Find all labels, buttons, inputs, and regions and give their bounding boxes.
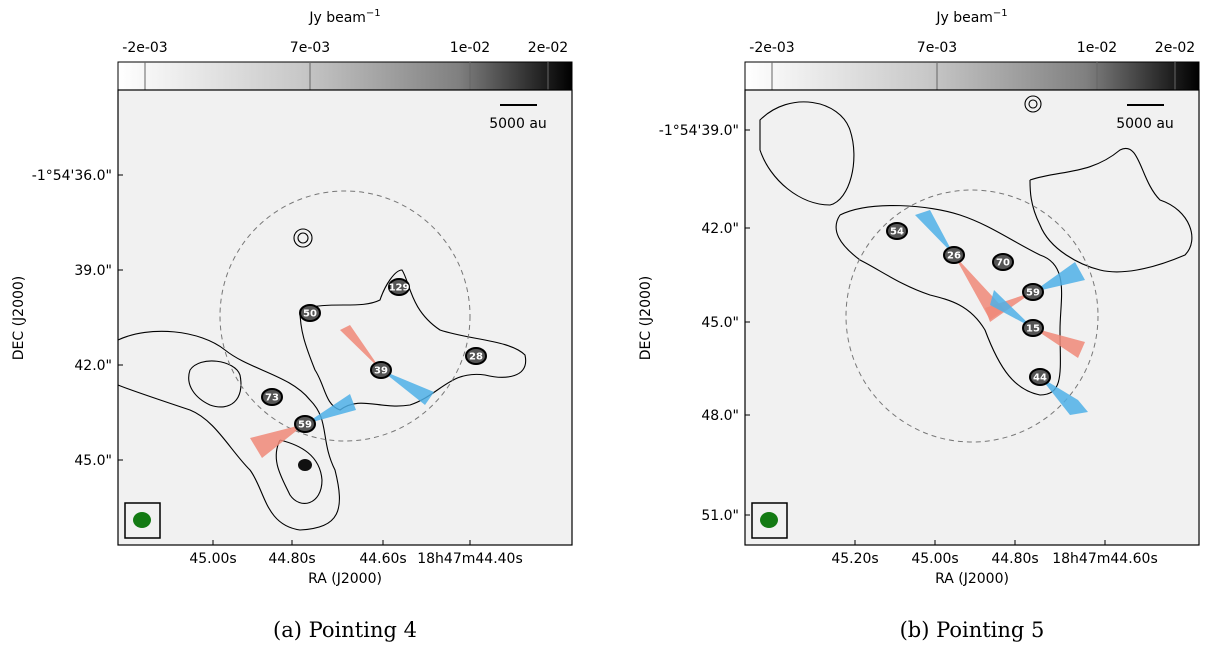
y-tick-label: 51.0": [701, 508, 739, 524]
caption: (a) Pointing 4: [273, 618, 417, 642]
colorbar-label: Jy beam−1: [935, 8, 1007, 26]
x-tick-label: 18h47m44.40s: [417, 551, 523, 567]
colorbar-tick-label: -2e-03: [122, 40, 167, 56]
x-axis-label: RA (J2000): [308, 571, 382, 587]
source-label: 15: [1026, 324, 1040, 335]
scalebar-label: 5000 au: [1116, 116, 1174, 132]
y-tick-label: 42.0": [701, 221, 739, 237]
y-axis-label: DEC (J2000): [11, 276, 27, 361]
source-label: 50: [303, 309, 317, 320]
x-tick-label: 45.20s: [831, 551, 878, 567]
source-label: 129: [389, 283, 410, 294]
colorbar-label: Jy beam−1: [308, 8, 380, 26]
x-axis-label: RA (J2000): [935, 571, 1009, 587]
y-tick-label: 45.0": [701, 315, 739, 331]
source-label: 54: [890, 227, 904, 238]
colorbar-tick-label: -2e-03: [749, 40, 794, 56]
colorbar-tick-label: 1e-02: [1077, 40, 1117, 56]
colorbar-tick-label: 2e-02: [1155, 40, 1195, 56]
y-tick-label: 45.0": [74, 453, 112, 469]
colorbar-tick-label: 7e-03: [290, 40, 330, 56]
caption: (b) Pointing 5: [900, 618, 1045, 642]
x-tick-label: 18h47m44.60s: [1052, 551, 1158, 567]
y-tick-label: -1°54'39.0": [659, 123, 739, 139]
panel-b-image: [745, 90, 1198, 545]
colorbar-label-exponent: −1: [366, 8, 381, 19]
source-label: 59: [298, 420, 312, 431]
y-tick-label: -1°54'36.0": [32, 168, 112, 184]
x-tick-label: 44.80s: [991, 551, 1038, 567]
x-tick-label: 44.60s: [359, 551, 406, 567]
colorbar: [745, 62, 1199, 90]
figure: Jy beam−1-2e-037e-031e-022e-0245.00s44.8…: [0, 0, 1232, 663]
source-label: 44: [1033, 373, 1047, 384]
source-label: 39: [374, 366, 388, 377]
panel-a-image: [118, 90, 572, 545]
colorbar-label-text: Jy beam: [935, 10, 993, 26]
y-tick-label: 42.0": [74, 358, 112, 374]
colorbar-tick-label: 2e-02: [528, 40, 568, 56]
source-label: 59: [1026, 288, 1040, 299]
source-label: 73: [265, 393, 279, 404]
source-label: 28: [469, 352, 483, 363]
source-label: 70: [996, 258, 1010, 269]
x-tick-label: 45.00s: [189, 551, 236, 567]
y-axis-label: DEC (J2000): [638, 276, 654, 361]
colorbar-tick-label: 7e-03: [917, 40, 957, 56]
x-tick-label: 45.00s: [911, 551, 958, 567]
y-tick-label: 39.0": [74, 263, 112, 279]
colorbar-label-exponent: −1: [993, 8, 1008, 19]
colorbar-tick-label: 1e-02: [450, 40, 490, 56]
y-tick-label: 48.0": [701, 408, 739, 424]
colorbar-label-text: Jy beam: [308, 10, 366, 26]
source-label: 26: [947, 251, 961, 262]
x-tick-label: 44.80s: [268, 551, 315, 567]
colorbar: [118, 62, 572, 90]
scalebar-label: 5000 au: [489, 116, 547, 132]
